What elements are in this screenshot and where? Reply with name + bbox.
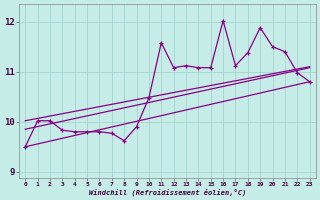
X-axis label: Windchill (Refroidissement éolien,°C): Windchill (Refroidissement éolien,°C) [89, 188, 246, 196]
